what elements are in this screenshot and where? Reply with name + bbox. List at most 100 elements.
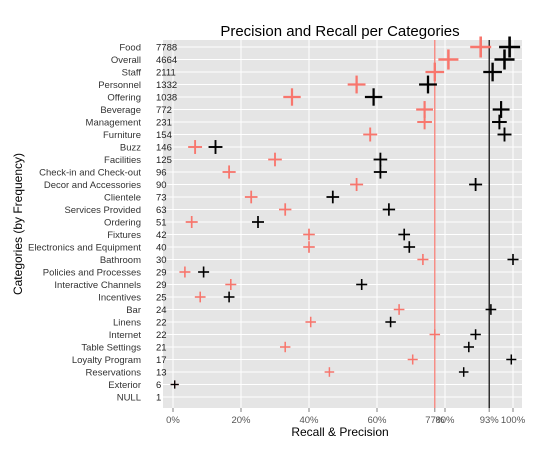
data-marks [170, 36, 521, 389]
precision-point [483, 62, 502, 82]
recall-point [179, 266, 191, 278]
x-tick-label: 100% [501, 415, 526, 426]
precision-point [494, 49, 515, 70]
recall-point [417, 114, 432, 130]
category-count: 90 [156, 180, 167, 191]
precision-point [373, 152, 388, 167]
recall-point [347, 75, 366, 94]
precision-point [485, 304, 497, 315]
category-counts: 7788466421111332103877223115414612596907… [156, 42, 177, 403]
recall-point [305, 316, 316, 328]
category-count: 7788 [156, 42, 177, 53]
category-count: 231 [156, 117, 172, 128]
recall-point [303, 228, 315, 241]
x-tick-label: 77% [425, 415, 445, 426]
x-tick-label: 20% [231, 415, 251, 426]
category-label: Table Settings [81, 342, 141, 353]
category-count: 29 [156, 267, 167, 278]
recall-point [268, 152, 282, 167]
recall-point [470, 36, 492, 58]
category-label: Exterior [108, 380, 141, 391]
category-count: 63 [156, 205, 167, 216]
precision-point [373, 165, 387, 179]
category-label: Management [86, 117, 142, 128]
gridlines [163, 40, 522, 408]
precision-point [385, 316, 396, 328]
x-axis-label: Recall & Precision [291, 425, 388, 439]
category-label: Overall [111, 55, 141, 66]
precision-point [223, 291, 235, 303]
recall-point [244, 190, 258, 204]
category-label: Bathroom [100, 255, 141, 266]
category-count: 1 [156, 392, 161, 403]
recall-point [185, 215, 198, 229]
category-label: Personnel [98, 80, 141, 91]
category-count: 17 [156, 355, 167, 366]
precision-point [463, 341, 475, 353]
category-label: Internet [109, 330, 142, 341]
category-count: 73 [156, 192, 167, 203]
category-label: Food [119, 42, 141, 53]
recall-point [303, 241, 315, 253]
precision-point [470, 329, 481, 340]
category-count: 40 [156, 242, 167, 253]
category-count: 1038 [156, 92, 177, 103]
x-tick-labels: 0% 20% 40% 60% 77%80% 93% 100% [166, 408, 526, 426]
recall-point [188, 140, 203, 154]
precision-point [403, 241, 416, 253]
precision-point [382, 203, 396, 216]
precision-point [364, 88, 383, 106]
precision-point [497, 127, 512, 142]
precision-point [170, 380, 179, 389]
category-count: 2111 [156, 67, 176, 78]
recall-point [417, 253, 429, 266]
category-count: 22 [156, 317, 167, 328]
category-label: Fixtures [107, 230, 141, 241]
precision-point [507, 253, 519, 266]
precision-point [419, 75, 437, 94]
precision-point [326, 190, 340, 204]
recall-point [407, 354, 418, 365]
category-count: 146 [156, 142, 172, 153]
category-count: 42 [156, 230, 167, 241]
precision-point [251, 215, 265, 229]
precision-point [469, 177, 483, 192]
category-label: Facilities [104, 155, 141, 166]
recall-point [429, 329, 441, 340]
category-count: 154 [156, 130, 172, 141]
category-label: Bar [126, 305, 141, 316]
plot-panel [163, 40, 522, 408]
recall-point [324, 367, 335, 377]
category-count: 25 [156, 292, 167, 303]
recall-point [279, 341, 291, 353]
recall-point [283, 88, 301, 106]
precision-point [458, 367, 469, 377]
recall-point [225, 278, 237, 291]
recall-point [425, 62, 445, 82]
category-count: 6 [156, 380, 161, 391]
reference-lines [434, 40, 490, 408]
recall-point [438, 49, 459, 70]
category-label: Staff [122, 67, 142, 78]
recall-point [363, 127, 378, 142]
category-count: 772 [156, 105, 172, 116]
category-label: Clientele [104, 192, 141, 203]
x-tick-label: 0% [166, 415, 180, 426]
precision-point [398, 228, 411, 241]
category-count: 21 [156, 342, 167, 353]
category-label: Offering [107, 92, 141, 103]
category-count: 51 [156, 217, 167, 228]
category-count: 29 [156, 280, 167, 291]
recall-point [222, 165, 236, 179]
category-count: 125 [156, 155, 172, 166]
category-label: Incentives [98, 292, 141, 303]
category-label: Services Provided [64, 205, 141, 216]
category-count: 13 [156, 367, 167, 378]
recall-point [393, 304, 405, 315]
category-count: 24 [156, 305, 167, 316]
precision-point [499, 36, 521, 58]
category-label: Decor and Accessories [44, 180, 141, 191]
category-label: Reservations [86, 367, 142, 378]
